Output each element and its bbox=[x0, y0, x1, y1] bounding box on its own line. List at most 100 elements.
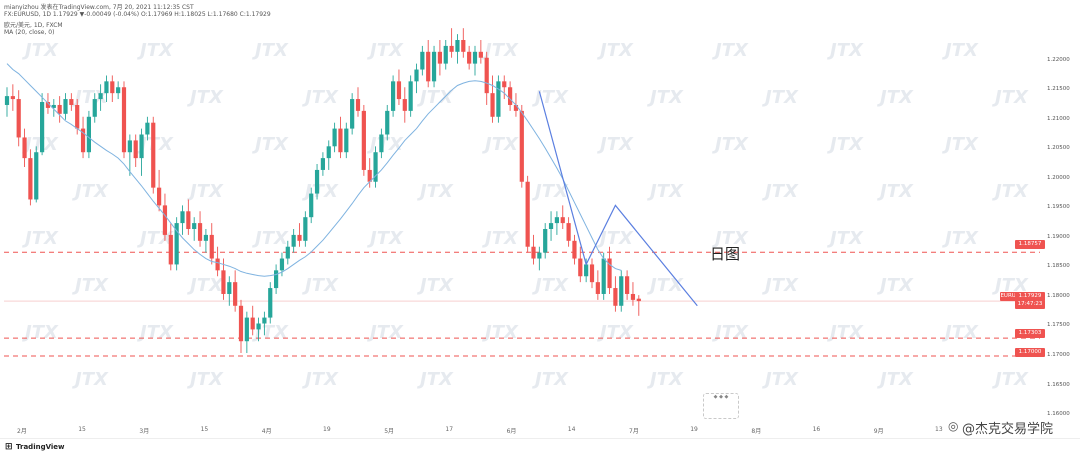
candle-body bbox=[484, 57, 489, 94]
candle-body bbox=[578, 258, 583, 277]
candle-body bbox=[332, 128, 337, 147]
x-tick-label: 2月 bbox=[17, 428, 27, 435]
candle-body bbox=[262, 317, 267, 324]
candle-body bbox=[355, 99, 361, 111]
candle-body bbox=[16, 99, 21, 138]
candle-body bbox=[145, 122, 150, 135]
watermark-text: JTX bbox=[945, 228, 978, 249]
watermark-text: JTX bbox=[370, 40, 403, 61]
candle-body bbox=[139, 134, 144, 159]
candle-body bbox=[10, 96, 15, 100]
candle-body bbox=[344, 128, 349, 153]
candle-body bbox=[502, 81, 507, 88]
candle-body bbox=[168, 234, 173, 265]
candle-body bbox=[455, 40, 460, 52]
candle-body bbox=[45, 102, 51, 108]
watermark-text: JTX bbox=[650, 369, 683, 390]
x-tick-label: 9月 bbox=[873, 428, 884, 435]
candle-body bbox=[619, 276, 624, 306]
candle-body bbox=[98, 93, 103, 100]
watermark-text: JTX bbox=[535, 181, 568, 202]
watermark-text: JTX bbox=[370, 134, 403, 155]
candle-body bbox=[303, 217, 308, 241]
candle-body bbox=[320, 158, 325, 170]
candle-body bbox=[449, 45, 454, 52]
candle-body bbox=[467, 51, 472, 64]
x-tick-label: 6月 bbox=[506, 428, 517, 435]
y-tick-label: 1.18500 bbox=[1047, 263, 1070, 270]
tradingview-logo-icon: ⊞ bbox=[5, 442, 13, 452]
candle-body bbox=[408, 81, 413, 111]
candle-body bbox=[51, 104, 56, 108]
watermark-text: JTX bbox=[75, 369, 108, 390]
candle-body bbox=[595, 282, 600, 294]
candle-body bbox=[373, 152, 378, 182]
y-tick-label: 1.20500 bbox=[1047, 145, 1070, 152]
watermark-text: JTX bbox=[75, 181, 108, 202]
watermark-text: JTX bbox=[420, 181, 453, 202]
watermark-text: JTX bbox=[75, 275, 108, 296]
y-tick-label: 1.20000 bbox=[1047, 174, 1070, 181]
footer-credit: @杰克交易学院 bbox=[962, 422, 1054, 437]
candle-body bbox=[531, 246, 536, 259]
watermark-text: JTX bbox=[535, 275, 568, 296]
header-line-2: FX:EURUSD, 1D 1.17929 ▼-0.00049 (-0.04%)… bbox=[4, 11, 271, 18]
watermark-text: JTX bbox=[255, 228, 288, 249]
candle-body bbox=[63, 99, 68, 114]
x-tick-label: 17 bbox=[445, 426, 454, 433]
candle-body bbox=[572, 240, 577, 259]
footer-brand: TradingView bbox=[16, 443, 65, 451]
x-tick-label: 15 bbox=[200, 426, 209, 433]
candle-body bbox=[584, 264, 589, 277]
candle-body bbox=[75, 104, 80, 129]
watermark-text: JTX bbox=[715, 322, 748, 343]
candle-body bbox=[402, 99, 407, 111]
y-tick-label: 1.17000 bbox=[1047, 351, 1070, 358]
candle-body bbox=[203, 234, 208, 241]
candle-body bbox=[133, 140, 138, 159]
center-logo: ◆ ◆ ◆ bbox=[703, 393, 739, 419]
x-tick-label: 14 bbox=[567, 426, 576, 433]
watermark-text: JTX bbox=[420, 369, 453, 390]
candle-body bbox=[636, 298, 641, 302]
candle-body bbox=[513, 104, 519, 111]
candle-body bbox=[508, 87, 513, 105]
candle-body bbox=[34, 152, 39, 200]
candle-body bbox=[256, 323, 261, 330]
watermark-text: JTX bbox=[995, 275, 1028, 296]
watermark-text: JTX bbox=[765, 181, 798, 202]
header-line-4: MA (20, close, 0) bbox=[4, 29, 55, 36]
candle-body bbox=[589, 264, 595, 283]
watermark-text: JTX bbox=[650, 87, 683, 108]
candle-body bbox=[40, 102, 45, 153]
candle-body bbox=[461, 40, 466, 52]
candle-body bbox=[554, 217, 559, 224]
watermark-text: JTX bbox=[945, 40, 978, 61]
candle-body bbox=[174, 223, 179, 265]
watermark-text: JTX bbox=[765, 275, 798, 296]
candle-body bbox=[250, 317, 255, 330]
watermark-text: JTX bbox=[880, 87, 913, 108]
watermark-text: JTX bbox=[305, 369, 338, 390]
watermark-text: JTX bbox=[190, 275, 223, 296]
candle-body bbox=[326, 146, 331, 159]
candle-body bbox=[309, 193, 314, 218]
level-tag-3: 1.17000 bbox=[1015, 348, 1045, 357]
candle-body bbox=[69, 99, 74, 105]
candle-body bbox=[116, 87, 121, 94]
candle-body bbox=[151, 122, 156, 188]
candle-body bbox=[396, 81, 402, 100]
watermark-text: JTX bbox=[600, 228, 633, 249]
candle-body bbox=[601, 258, 606, 294]
candle-body bbox=[227, 282, 232, 294]
watermark-text: JTX bbox=[880, 369, 913, 390]
y-tick-label: 1.21000 bbox=[1047, 115, 1070, 122]
candle-body bbox=[560, 217, 565, 224]
trend-lines bbox=[538, 91, 698, 307]
y-tick-label: 1.22000 bbox=[1047, 56, 1070, 63]
x-tick-label: 19 bbox=[690, 426, 698, 433]
watermark-text: JTX bbox=[650, 275, 683, 296]
watermark-text: JTX bbox=[420, 275, 453, 296]
watermark-text: JTX bbox=[190, 369, 223, 390]
